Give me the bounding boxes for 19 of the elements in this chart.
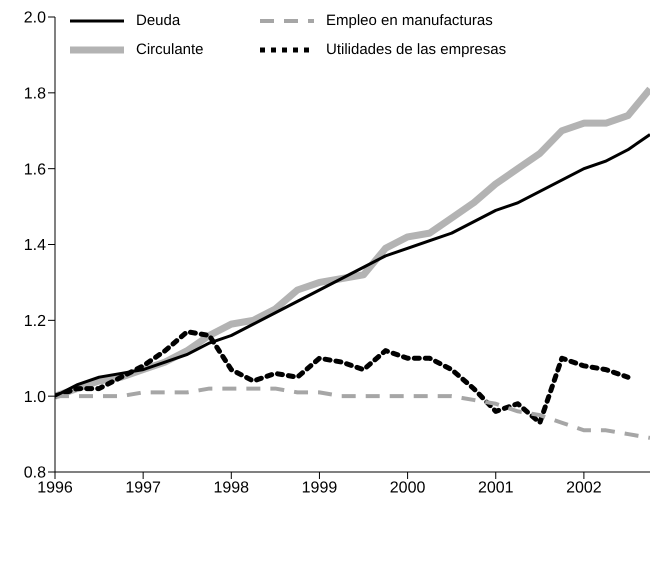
x-tick-label: 1996 [37, 479, 73, 496]
x-tick-label: 1998 [214, 479, 250, 496]
line-series [55, 386, 650, 440]
x-tick-label: 2000 [390, 479, 426, 496]
legend-label: Circulante [136, 41, 204, 58]
y-tick-label: 1.0 [24, 388, 46, 406]
legend-label: Deuda [136, 12, 180, 29]
x-tick-label: 2001 [478, 479, 514, 496]
y-tick-label: 0.8 [24, 464, 46, 482]
x-tick-label: 2002 [566, 479, 602, 496]
x-tick-label: 1997 [125, 479, 162, 496]
legend-label: Empleo en manufacturas [326, 12, 493, 29]
y-tick-label: 2.0 [24, 10, 46, 27]
x-tick-label: 1999 [302, 479, 338, 496]
y-tick-label: 1.2 [24, 313, 46, 330]
y-tick-label: 1.6 [24, 161, 46, 178]
y-tick-label: 1.4 [24, 237, 46, 254]
y-tick-label: 1.8 [24, 86, 46, 103]
legend-label: Utilidades de las empresas [326, 41, 506, 58]
